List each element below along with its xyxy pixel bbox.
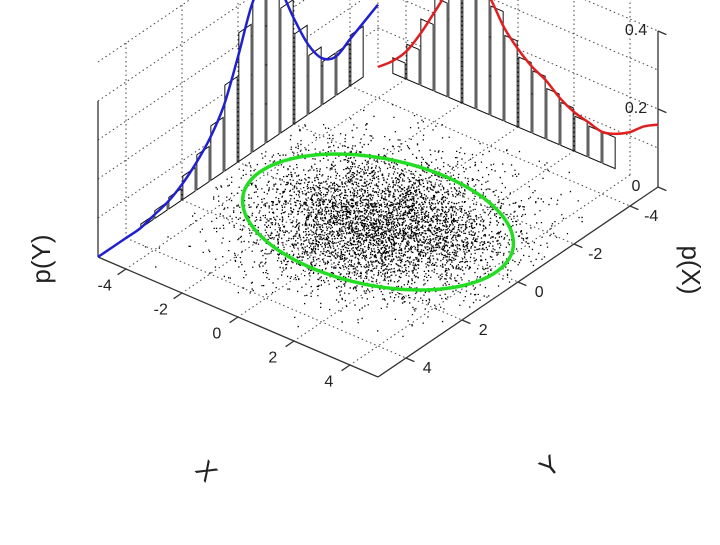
x-tick-label: 4 xyxy=(423,360,432,377)
y-tick-mark xyxy=(285,340,295,348)
back-wall-grid-line xyxy=(402,0,659,110)
p-x-histogram-bar xyxy=(168,187,182,210)
y-tick-mark xyxy=(229,316,239,324)
p-y-density-curve xyxy=(377,0,659,136)
p-y-histogram-bar xyxy=(434,0,448,98)
floor-grid-line xyxy=(293,150,575,342)
p-y-histogram-bar xyxy=(546,87,560,146)
axes xyxy=(97,30,667,378)
y-tick-label: 2 xyxy=(268,349,277,366)
p-x-density-curve xyxy=(97,0,379,259)
p-x-histogram-bar xyxy=(182,166,196,201)
p-y-histogram-bar xyxy=(504,34,518,128)
y-tick-label: 4 xyxy=(324,373,333,390)
p-y-histogram-bar xyxy=(476,0,490,116)
p-x-histogram-bar xyxy=(280,0,294,134)
p-x-histogram-bar xyxy=(210,116,224,182)
scatter-point xyxy=(144,104,583,337)
floor-grid-line xyxy=(125,237,407,359)
p-y-histogram-bar xyxy=(532,70,546,140)
p-y-histogram-bar xyxy=(560,101,574,152)
p-x-histogram-bar xyxy=(308,46,322,115)
p-y-histogram-bar xyxy=(518,56,532,134)
p-y-tick-mark xyxy=(657,30,667,36)
p-x-histogram-bar xyxy=(252,0,266,153)
x-tick-mark xyxy=(405,357,415,363)
p-y-histogram-bar xyxy=(392,57,406,80)
p-y-histogram-bar xyxy=(490,5,504,122)
x-tick-mark xyxy=(629,205,639,211)
x-tick-label: -4 xyxy=(644,208,658,225)
confidence-ellipse xyxy=(240,152,516,292)
p-x-histogram-bar xyxy=(224,75,238,172)
x-tick-mark xyxy=(573,243,583,249)
x-tick-mark xyxy=(517,281,527,287)
p-y-histogram-bar xyxy=(448,0,462,104)
p-x-histogram-bar xyxy=(238,23,252,163)
p-y-histogram-bar xyxy=(462,0,476,110)
tick-labels: -4 -2 0 2 4 -4 -2 0 2 4 0 0.2 0.4 xyxy=(98,22,659,390)
y-axis-label: Y xyxy=(533,449,565,483)
floor-grid-line xyxy=(349,85,631,207)
p-y-histogram-bar xyxy=(602,131,616,170)
p-x-histogram-bar xyxy=(266,0,280,144)
histogram-p-y xyxy=(392,0,616,170)
y-tick-mark xyxy=(341,364,351,372)
p-y-tick-label: 0.4 xyxy=(625,22,647,39)
scatter-points xyxy=(144,104,583,337)
p-x-histogram-bar xyxy=(294,24,308,125)
floor-grid-line xyxy=(293,123,575,245)
p-y-axis-label: p(Y) xyxy=(26,234,56,283)
y-tick-label: -4 xyxy=(98,277,112,294)
p-x-axis-label: p(X) xyxy=(676,245,706,294)
p-x-histogram-bar xyxy=(336,42,350,96)
x-tick-label: 2 xyxy=(479,322,488,339)
y-tick-label: -2 xyxy=(154,301,168,318)
p-y-tick-label: 0 xyxy=(632,178,641,195)
marginal-curves xyxy=(97,0,659,259)
p-x-histogram-bar xyxy=(350,25,364,87)
x-tick-label: -2 xyxy=(588,246,602,263)
p-y-histogram-bar xyxy=(420,18,434,92)
p-y-tick-mark xyxy=(657,108,667,114)
p-x-histogram-bar xyxy=(322,52,336,106)
p-y-tick-mark xyxy=(657,186,667,192)
p-y-histogram-bar xyxy=(574,115,588,158)
histogram-p-x xyxy=(126,0,364,238)
y-tick-mark xyxy=(173,292,183,300)
p-y-histogram-bar xyxy=(406,43,420,86)
x-tick-label: 0 xyxy=(535,284,544,301)
ellipse-layer xyxy=(240,152,516,292)
floor-grid-line xyxy=(237,161,519,283)
y-tick-label: 0 xyxy=(212,325,221,342)
p-y-tick-label: 0.2 xyxy=(625,100,647,117)
y-tick-mark xyxy=(117,268,127,276)
x-axis-label: X xyxy=(190,454,224,487)
floor-grid-line xyxy=(181,199,463,321)
x-tick-mark xyxy=(461,319,471,325)
back-wall-grid-line xyxy=(97,0,248,102)
